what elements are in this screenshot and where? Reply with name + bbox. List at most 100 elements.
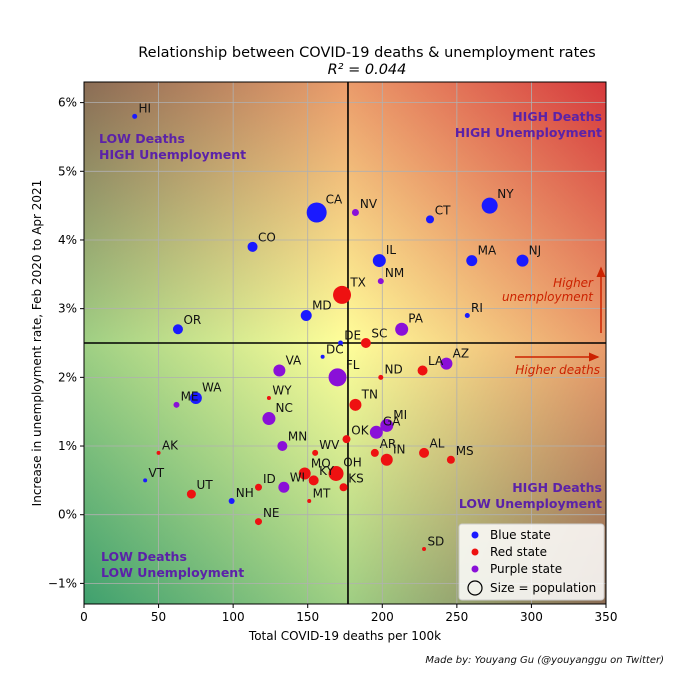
point-dc (320, 354, 325, 359)
label-wi: WI (290, 470, 305, 484)
label-nj: NJ (529, 243, 542, 257)
point-ne (254, 518, 262, 526)
label-mi: MI (393, 408, 407, 422)
label-dc: DC (326, 342, 344, 356)
x-tick-label: 150 (296, 610, 319, 624)
legend-frame (458, 523, 605, 601)
point-nd (378, 374, 384, 380)
x-tick-label: 250 (445, 610, 468, 624)
label-de: DE (344, 328, 361, 342)
label-nh: NH (236, 486, 254, 500)
quadrant-top-left-line2: HIGH Unemployment (99, 147, 246, 162)
point-hi (132, 113, 138, 119)
point-md (300, 310, 312, 322)
quadrant-bottom-left-line1: LOW Deaths (101, 549, 187, 564)
quadrant-bottom-right-line2: LOW Unemployment (459, 496, 602, 511)
point-az (440, 357, 453, 370)
point-ks (339, 483, 348, 492)
higher-unemployment-line1: Higher (553, 276, 594, 290)
point-vt (143, 478, 148, 483)
legend-blue-label: Blue state (490, 528, 551, 542)
legend: Blue state Red state Purple state Size =… (458, 523, 605, 601)
label-nv: NV (360, 197, 378, 211)
legend-size-marker (467, 580, 483, 596)
label-ms: MS (456, 444, 474, 458)
label-tn: TN (361, 388, 378, 402)
point-la (417, 365, 428, 376)
legend-purple-label: Purple state (490, 562, 562, 576)
point-va (273, 364, 286, 377)
label-ne: NE (263, 506, 280, 520)
label-or: OR (183, 313, 201, 327)
point-me (173, 401, 180, 408)
label-az: AZ (453, 346, 469, 360)
higher-unemployment-line2: unemployment (502, 290, 594, 304)
point-ok (342, 435, 351, 444)
quadrant-labels: LOW Deaths HIGH Unemployment HIGH Deaths… (99, 109, 602, 580)
label-oh: OH (343, 455, 361, 469)
point-mt (307, 498, 312, 503)
label-md: MD (312, 299, 332, 313)
point-mi (380, 418, 394, 432)
point-sd (422, 547, 427, 552)
y-tick-label: 2% (58, 370, 77, 384)
point-nh (228, 497, 235, 504)
x-tick-label: 300 (520, 610, 543, 624)
higher-deaths-label: Higher deaths (515, 363, 600, 377)
x-tick-label: 350 (595, 610, 618, 624)
label-ky: KY (319, 464, 334, 478)
x-axis-ticks: 0 50 100 150 200 250 300 350 (80, 604, 617, 624)
point-fl (328, 368, 347, 387)
label-mn: MN (288, 430, 307, 444)
point-nc (262, 412, 276, 426)
plot-frame (83, 81, 607, 605)
point-nm (377, 278, 384, 285)
chart-subtitle: R² = 0.044 (328, 62, 407, 78)
label-me: ME (181, 390, 199, 404)
label-al: AL (430, 436, 445, 450)
y-axis-ticks: −1% 0% 1% 2% 3% 4% 5% 6% (48, 96, 84, 590)
label-wy: WY (272, 384, 292, 398)
point-or (172, 324, 183, 335)
y-axis-label: Increase in unemployment rate, Feb 2020 … (30, 180, 44, 507)
point-ma (466, 255, 478, 267)
point-nj (516, 254, 529, 267)
y-tick-label: 1% (58, 439, 77, 453)
quadrant-top-left-line1: LOW Deaths (99, 131, 185, 146)
quadrant-top-right-line2: HIGH Unemployment (455, 125, 602, 140)
legend-red-marker (471, 548, 479, 556)
label-vt: VT (149, 466, 165, 480)
label-mo: MO (311, 456, 331, 470)
label-co: CO (258, 230, 276, 244)
legend-blue-marker (471, 531, 479, 539)
point-ny (481, 197, 498, 214)
y-tick-label: 4% (58, 233, 77, 247)
label-ut: UT (197, 478, 214, 492)
point-sc (360, 338, 371, 348)
label-nc: NC (275, 401, 292, 415)
label-pa: PA (408, 312, 423, 326)
point-tn (349, 398, 362, 411)
label-mt: MT (313, 487, 331, 501)
label-tx: TX (349, 276, 366, 290)
point-co (247, 241, 258, 252)
credit: Made by: Youyang Gu (@youyanggu on Twitt… (425, 655, 664, 666)
y-tick-label: 0% (58, 508, 77, 522)
point-ca (306, 202, 327, 223)
y-tick-label: 5% (58, 164, 77, 178)
label-id: ID (263, 472, 276, 486)
label-ma: MA (478, 244, 497, 258)
y-tick-label: 3% (58, 302, 77, 316)
legend-size-label: Size = population (490, 581, 596, 595)
label-ar: AR (380, 437, 397, 451)
point-wv (312, 449, 319, 456)
label-ak: AK (162, 438, 179, 452)
point-tx (333, 285, 352, 304)
x-tick-label: 100 (222, 610, 245, 624)
point-ak (156, 450, 161, 455)
quadrant-dividers (84, 82, 606, 604)
label-wa: WA (202, 381, 222, 395)
point-wy (266, 395, 271, 400)
